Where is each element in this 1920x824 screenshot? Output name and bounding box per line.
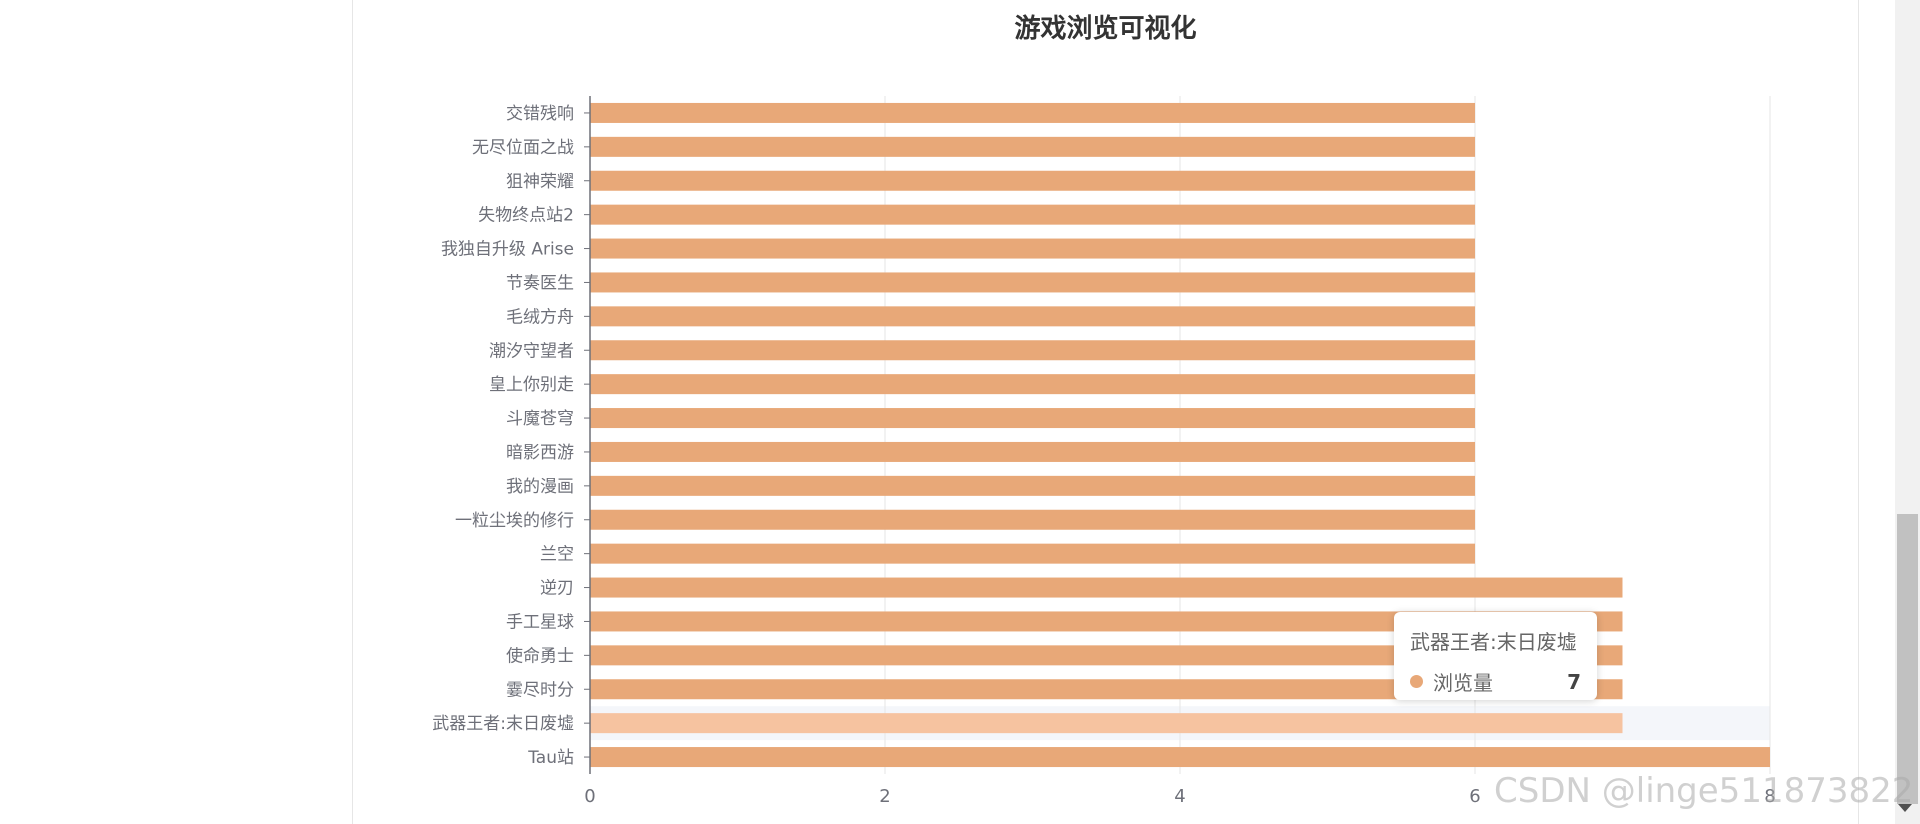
bar (590, 543, 1475, 564)
y-tick-label: 狙神荣耀 (506, 172, 574, 192)
y-tick-label: 交错残响 (506, 104, 574, 124)
y-tick-label: 无尽位面之战 (472, 138, 574, 158)
y-tick-label: 毛绒方舟 (506, 307, 574, 327)
tooltip-series-name: 浏览量 (1433, 671, 1493, 695)
y-tick-label: 节奏医生 (506, 273, 574, 293)
watermark: CSDN @linge511873822 (1494, 771, 1914, 811)
bar (590, 136, 1475, 157)
bar (590, 747, 1770, 768)
tooltip-value: 7 (1567, 669, 1581, 694)
x-tick-label: 2 (879, 786, 890, 807)
bar (590, 679, 1623, 700)
y-tick-label: 一粒尘埃的修行 (455, 511, 574, 531)
bar (590, 611, 1623, 632)
scrollbar-thumb[interactable] (1897, 514, 1918, 804)
tooltip-row: 浏览量 7 (1410, 667, 1581, 696)
bar (590, 509, 1475, 530)
chart-tooltip: 武器王者:末日废墟 浏览量 7 (1394, 612, 1597, 700)
y-tick-label: 我独自升级 Arise (441, 240, 574, 260)
y-tick-label: 武器王者:末日废墟 (432, 714, 574, 734)
bar (590, 272, 1475, 293)
y-tick-label: 逆刃 (540, 579, 574, 599)
bar (590, 408, 1475, 429)
bar (590, 374, 1475, 395)
bar (590, 475, 1475, 496)
series-color-dot (1410, 675, 1423, 688)
y-tick-label: 失物终点站2 (478, 206, 574, 226)
y-tick-label: 潮汐守望者 (489, 341, 574, 361)
chart-title: 游戏浏览可视化 (1014, 14, 1197, 44)
x-tick-label: 4 (1174, 786, 1185, 807)
y-tick-label: Tau站 (527, 748, 574, 768)
y-tick-label: 皇上你别走 (489, 375, 574, 395)
y-tick-label: 手工星球 (506, 612, 574, 632)
bar (590, 306, 1475, 327)
bar (590, 645, 1623, 666)
x-tick-label: 6 (1469, 786, 1480, 807)
bar (590, 238, 1475, 259)
x-tick-label: 8 (1764, 786, 1775, 807)
y-tick-label: 使命勇士 (506, 645, 574, 666)
y-tick-label: 我的漫画 (506, 477, 574, 497)
bar (590, 204, 1475, 225)
bar (590, 340, 1475, 361)
bar (590, 577, 1623, 598)
y-tick-label: 兰空 (540, 545, 574, 565)
x-tick-label: 0 (584, 786, 595, 807)
bar (590, 102, 1475, 123)
bar (590, 441, 1475, 462)
bar (590, 713, 1623, 734)
tooltip-title: 武器王者:末日废墟 (1410, 630, 1577, 654)
y-tick-label: 斗魔苍穹 (506, 409, 574, 429)
y-tick-label: 霎尽时分 (506, 680, 574, 700)
scroll-down-arrow-icon[interactable] (1898, 804, 1912, 812)
bar (590, 170, 1475, 191)
y-tick-label: 暗影西游 (506, 443, 574, 463)
